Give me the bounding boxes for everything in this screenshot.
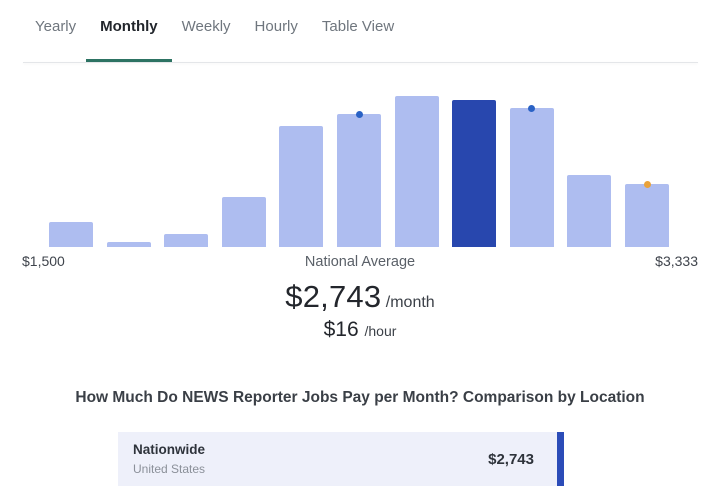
national-average-label: National Average	[304, 254, 416, 270]
histogram-bar[interactable]	[106, 242, 151, 247]
location-labels: Nationwide United States	[133, 442, 205, 476]
histogram-bar[interactable]	[279, 126, 324, 247]
tabbar-divider	[23, 62, 698, 63]
tab-yearly[interactable]: Yearly	[35, 18, 77, 35]
period-tabbar: Yearly Monthly Weekly Hourly Table View	[0, 0, 720, 63]
tab-weekly[interactable]: Weekly	[181, 18, 231, 35]
histogram-bar[interactable]	[625, 184, 669, 247]
hourly-average-value: $16	[323, 318, 359, 341]
histogram-bar-highlight[interactable]	[452, 100, 497, 247]
monthly-average-unit: /month	[385, 294, 435, 311]
histogram-bar[interactable]	[49, 222, 93, 247]
histogram	[0, 70, 720, 247]
monthly-average-line: $2,743 /month	[0, 279, 720, 315]
marker-dot	[528, 104, 536, 112]
tab-hourly[interactable]: Hourly	[254, 18, 298, 35]
location-name: Nationwide	[133, 442, 206, 457]
histogram-bar[interactable]	[337, 114, 381, 247]
location-value-bar	[557, 432, 564, 486]
location-row: Nationwide United States $2,743	[118, 432, 564, 486]
histogram-bar[interactable]	[567, 175, 612, 247]
histogram-axis-row: $1,500 National Average $3,333	[0, 247, 720, 270]
hourly-average-line: $16 /hour	[0, 318, 720, 342]
marker-dot	[355, 110, 363, 118]
histogram-bar[interactable]	[509, 108, 554, 247]
average-block: $2,743 /month $16 /hour	[0, 279, 720, 342]
histogram-bar[interactable]	[221, 197, 266, 247]
location-value: $2,743	[488, 450, 534, 468]
histogram-bar[interactable]	[164, 234, 209, 247]
location-sublabel: United States	[133, 462, 206, 476]
tab-monthly[interactable]: Monthly	[86, 17, 172, 63]
axis-min-label: $1,500	[22, 253, 65, 269]
period-tabs: Yearly Monthly Weekly Hourly Table View	[35, 17, 394, 63]
tab-table-view[interactable]: Table View	[321, 18, 395, 35]
marker-dot	[643, 180, 651, 188]
histogram-bar[interactable]	[394, 96, 439, 247]
hourly-average-unit: /hour	[364, 323, 397, 339]
axis-max-label: $3,333	[655, 253, 698, 269]
monthly-average-value: $2,743	[285, 279, 382, 314]
comparison-heading: How Much Do NEWS Reporter Jobs Pay per M…	[75, 389, 645, 406]
